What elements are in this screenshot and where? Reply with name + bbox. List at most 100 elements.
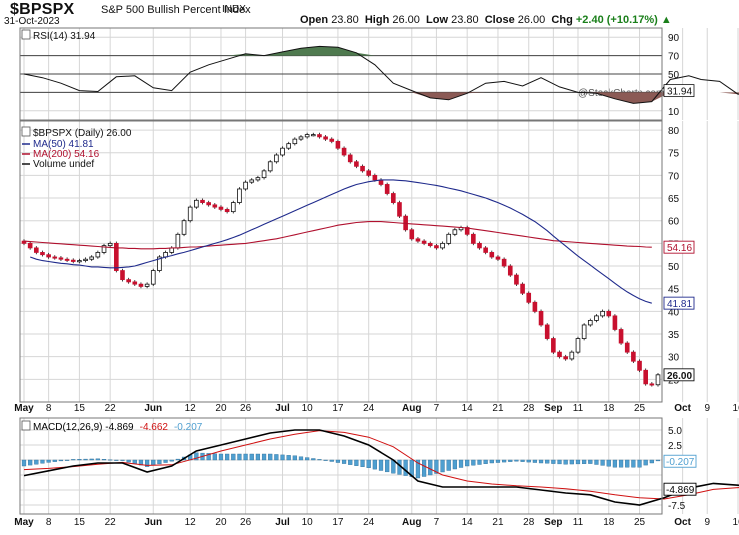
macd-histogram-bar — [46, 459, 51, 463]
macd-histogram-bar — [274, 454, 279, 461]
macd-histogram-bar — [108, 459, 113, 461]
price-value-label: 26.00 — [667, 371, 692, 382]
macd-legend-item: -4.662 — [140, 422, 169, 433]
price-candle — [138, 283, 144, 287]
price-candle — [551, 338, 556, 353]
price-candle — [329, 138, 335, 142]
macd-histogram-bar — [532, 459, 538, 463]
macd-histogram-bar — [89, 458, 94, 461]
price-candle — [70, 259, 76, 262]
macd-histogram-bar — [95, 458, 100, 461]
macd-histogram-bar — [261, 453, 267, 461]
x-tick-label: 28 — [523, 517, 535, 528]
price-candle — [618, 329, 624, 344]
price-candle — [649, 383, 655, 386]
macd-histogram-bar — [600, 459, 605, 466]
price-candle — [446, 233, 452, 244]
price-y-tick-label: 75 — [668, 149, 680, 160]
x-tick-label: 8 — [46, 517, 52, 528]
macd-histogram-bar — [655, 459, 661, 462]
macd-histogram-bar — [255, 453, 261, 461]
price-candle — [261, 170, 267, 179]
macd-histogram-bar — [649, 459, 654, 464]
macd-histogram-bar — [520, 459, 525, 462]
open-value: 23.80 — [331, 14, 359, 26]
macd-legend-item: -0.207 — [174, 422, 203, 433]
macd-histogram-bar — [280, 454, 285, 461]
price-y-tick-label: 45 — [668, 285, 680, 296]
macd-histogram-bar — [305, 457, 310, 461]
price-candle — [286, 143, 291, 149]
macd-histogram-bar — [249, 453, 254, 461]
macd-histogram-bar — [582, 459, 587, 464]
price-y-tick-label: 35 — [668, 330, 680, 341]
x-tick-label: 18 — [603, 403, 615, 414]
price-candle — [46, 254, 51, 258]
price-y-tick-label: 60 — [668, 217, 680, 228]
low-label: Low — [426, 14, 449, 26]
macd-histogram-bar — [231, 453, 236, 461]
macd-histogram-bar — [625, 459, 630, 468]
price-candle — [89, 256, 95, 260]
index-name: S&P 500 Bullish Percent Index — [101, 4, 251, 16]
price-value-label: 54.16 — [667, 243, 692, 254]
x-tick-label: 24 — [363, 517, 375, 528]
price-value-box — [663, 368, 695, 382]
price-y-tick-label: 80 — [668, 126, 680, 137]
macd-histogram-bar — [385, 459, 390, 473]
macd-histogram-bar — [329, 459, 334, 462]
rsi-y-tick-label: 10 — [668, 107, 680, 118]
ma50-line — [30, 179, 652, 304]
x-tick-label: Oct — [674, 403, 691, 414]
price-value-label: 41.81 — [667, 299, 692, 310]
macd-histogram-bar — [114, 459, 119, 461]
macd-histogram-bar — [588, 459, 593, 464]
macd-histogram-bar — [440, 459, 445, 473]
price-candle — [347, 154, 353, 163]
price-candle — [95, 252, 101, 258]
price-y-tick-label: 30 — [668, 353, 680, 364]
x-tick-label: 24 — [363, 403, 375, 414]
ohlc-summary: Open 23.80 High 26.00 Low 23.80 Close 26… — [300, 14, 672, 26]
price-candle — [575, 338, 581, 353]
price-settings-icon — [21, 126, 31, 137]
price-candle — [532, 301, 538, 312]
price-candle — [194, 199, 199, 208]
x-tick-label: 10 — [302, 517, 314, 528]
macd-histogram-bar — [40, 459, 45, 464]
macd-histogram-bar — [575, 459, 581, 465]
macd-histogram-bar — [354, 459, 359, 466]
macd-histogram-bar — [563, 459, 568, 465]
macd-histogram-bar — [212, 453, 217, 461]
price-candle — [501, 258, 507, 267]
price-candle — [237, 188, 242, 203]
price-candle — [230, 202, 236, 213]
symbol-title: $BPSPX — [10, 1, 75, 18]
price-candle — [206, 202, 211, 206]
price-candle — [274, 154, 279, 163]
rsi-oversold-fill — [24, 92, 739, 104]
macd-histogram-bar — [71, 459, 76, 461]
macd-histogram-bar — [618, 459, 624, 468]
price-candle — [200, 199, 205, 203]
x-tick-label: 28 — [523, 403, 535, 414]
macd-histogram-bar — [471, 459, 476, 466]
price-candle — [34, 247, 39, 253]
rsi-y-tick-label: 50 — [668, 70, 680, 81]
price-panel-frame — [19, 120, 663, 403]
macd-histogram-bar — [206, 453, 211, 461]
macd-histogram-bar — [458, 459, 464, 468]
price-candle — [643, 369, 648, 385]
price-candle — [52, 256, 58, 259]
macd-histogram-bar — [64, 459, 70, 461]
macd-histogram-bar — [225, 453, 230, 461]
macd-histogram-bar — [421, 459, 427, 477]
price-candle — [187, 206, 193, 222]
macd-histogram-bar — [514, 459, 519, 462]
price-candle — [150, 270, 156, 285]
macd-histogram-bar — [415, 459, 421, 479]
price-candle — [514, 274, 519, 285]
macd-histogram-bar — [378, 459, 384, 471]
price-candle — [360, 165, 365, 172]
price-candle — [267, 161, 273, 172]
